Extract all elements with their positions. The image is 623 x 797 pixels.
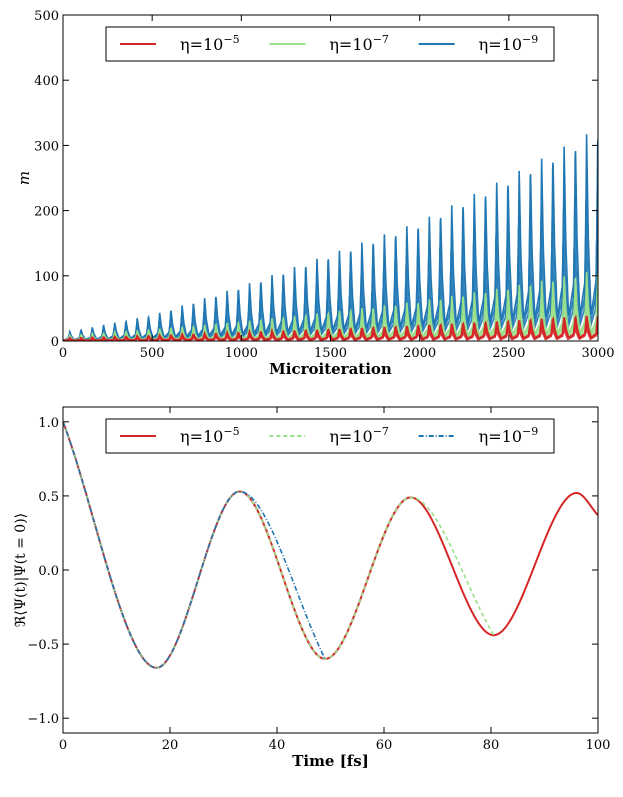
top-y-tick-label: 500: [34, 9, 59, 24]
top-y-tick-label: 300: [34, 139, 59, 154]
top-y-tick-label: 0: [51, 335, 59, 350]
legend-label: η=10−5: [180, 425, 240, 446]
legend-frame: [105, 26, 555, 62]
bottom-y-tick-label: 0.0: [38, 564, 59, 579]
legend-label: η=10−9: [479, 33, 539, 54]
bottom-y-tick-label: 0.5: [38, 490, 59, 505]
top-x-tick-label: 1000: [225, 346, 258, 361]
top-x-tick-label: 1500: [314, 346, 347, 361]
top-y-tick-label: 400: [34, 74, 59, 89]
top-ticks: 0 500 1000 1500 2000 2500 3000 0 100 200 300 400 500: [34, 9, 614, 361]
top-x-tick-label: 0: [59, 346, 67, 361]
legend-label: η=10−5: [180, 33, 240, 54]
top-legend: η=10−5 η=10−7 η=10−9: [105, 26, 555, 62]
top-x-tick-label: 500: [140, 346, 165, 361]
bottom-x-tick-label: 40: [269, 738, 286, 753]
bottom-axes-frame: [62, 406, 599, 734]
bottom-series-line-2: [63, 421, 326, 669]
bottom-x-tick-label: 20: [162, 738, 179, 753]
bottom-x-tick-label: 80: [483, 738, 500, 753]
top-plot-area: [63, 134, 598, 341]
legend-label: η=10−7: [329, 33, 389, 54]
top-y-tick-label: 200: [34, 205, 59, 220]
legend-label: η=10−9: [479, 425, 539, 446]
legend-label: η=10−7: [329, 425, 389, 446]
bottom-x-tick-label: 100: [586, 738, 611, 753]
bottom-y-tick-label: −1.0: [27, 712, 59, 727]
bottom-y-tick-label: −0.5: [27, 638, 59, 653]
bottom-x-tick-label: 0: [59, 738, 67, 753]
top-x-tick-label: 2500: [492, 346, 525, 361]
bottom-legend: η=10−5 η=10−7 η=10−9: [105, 418, 555, 454]
bottom-plot-area: [63, 421, 598, 669]
bottom-series-line-1: [63, 421, 495, 669]
bottom-y-tick-label: 1.0: [38, 416, 59, 431]
bottom-y-axis-label: ℜ⟨Ψ(t)|Ψ(t = 0)⟩: [13, 513, 29, 627]
legend-frame: [105, 418, 555, 454]
top-y-axis-label: m: [15, 171, 33, 185]
bottom-x-tick-label: 60: [376, 738, 393, 753]
top-x-tick-label: 3000: [581, 346, 614, 361]
bottom-x-axis-label: Time [fs]: [292, 752, 369, 770]
bottom-series-line-0: [63, 421, 598, 669]
top-panel: 0 500 1000 1500 2000 2500 3000 0 100 200 300 400 500…: [15, 9, 615, 378]
top-y-tick-label: 100: [34, 270, 59, 285]
bottom-ticks: 0 20 40 60 80 100 1.0 0.5 0.0 −0.5 −1.0: [27, 407, 610, 753]
top-x-tick-label: 2000: [403, 346, 436, 361]
top-x-axis-label: Microiteration: [269, 360, 392, 378]
